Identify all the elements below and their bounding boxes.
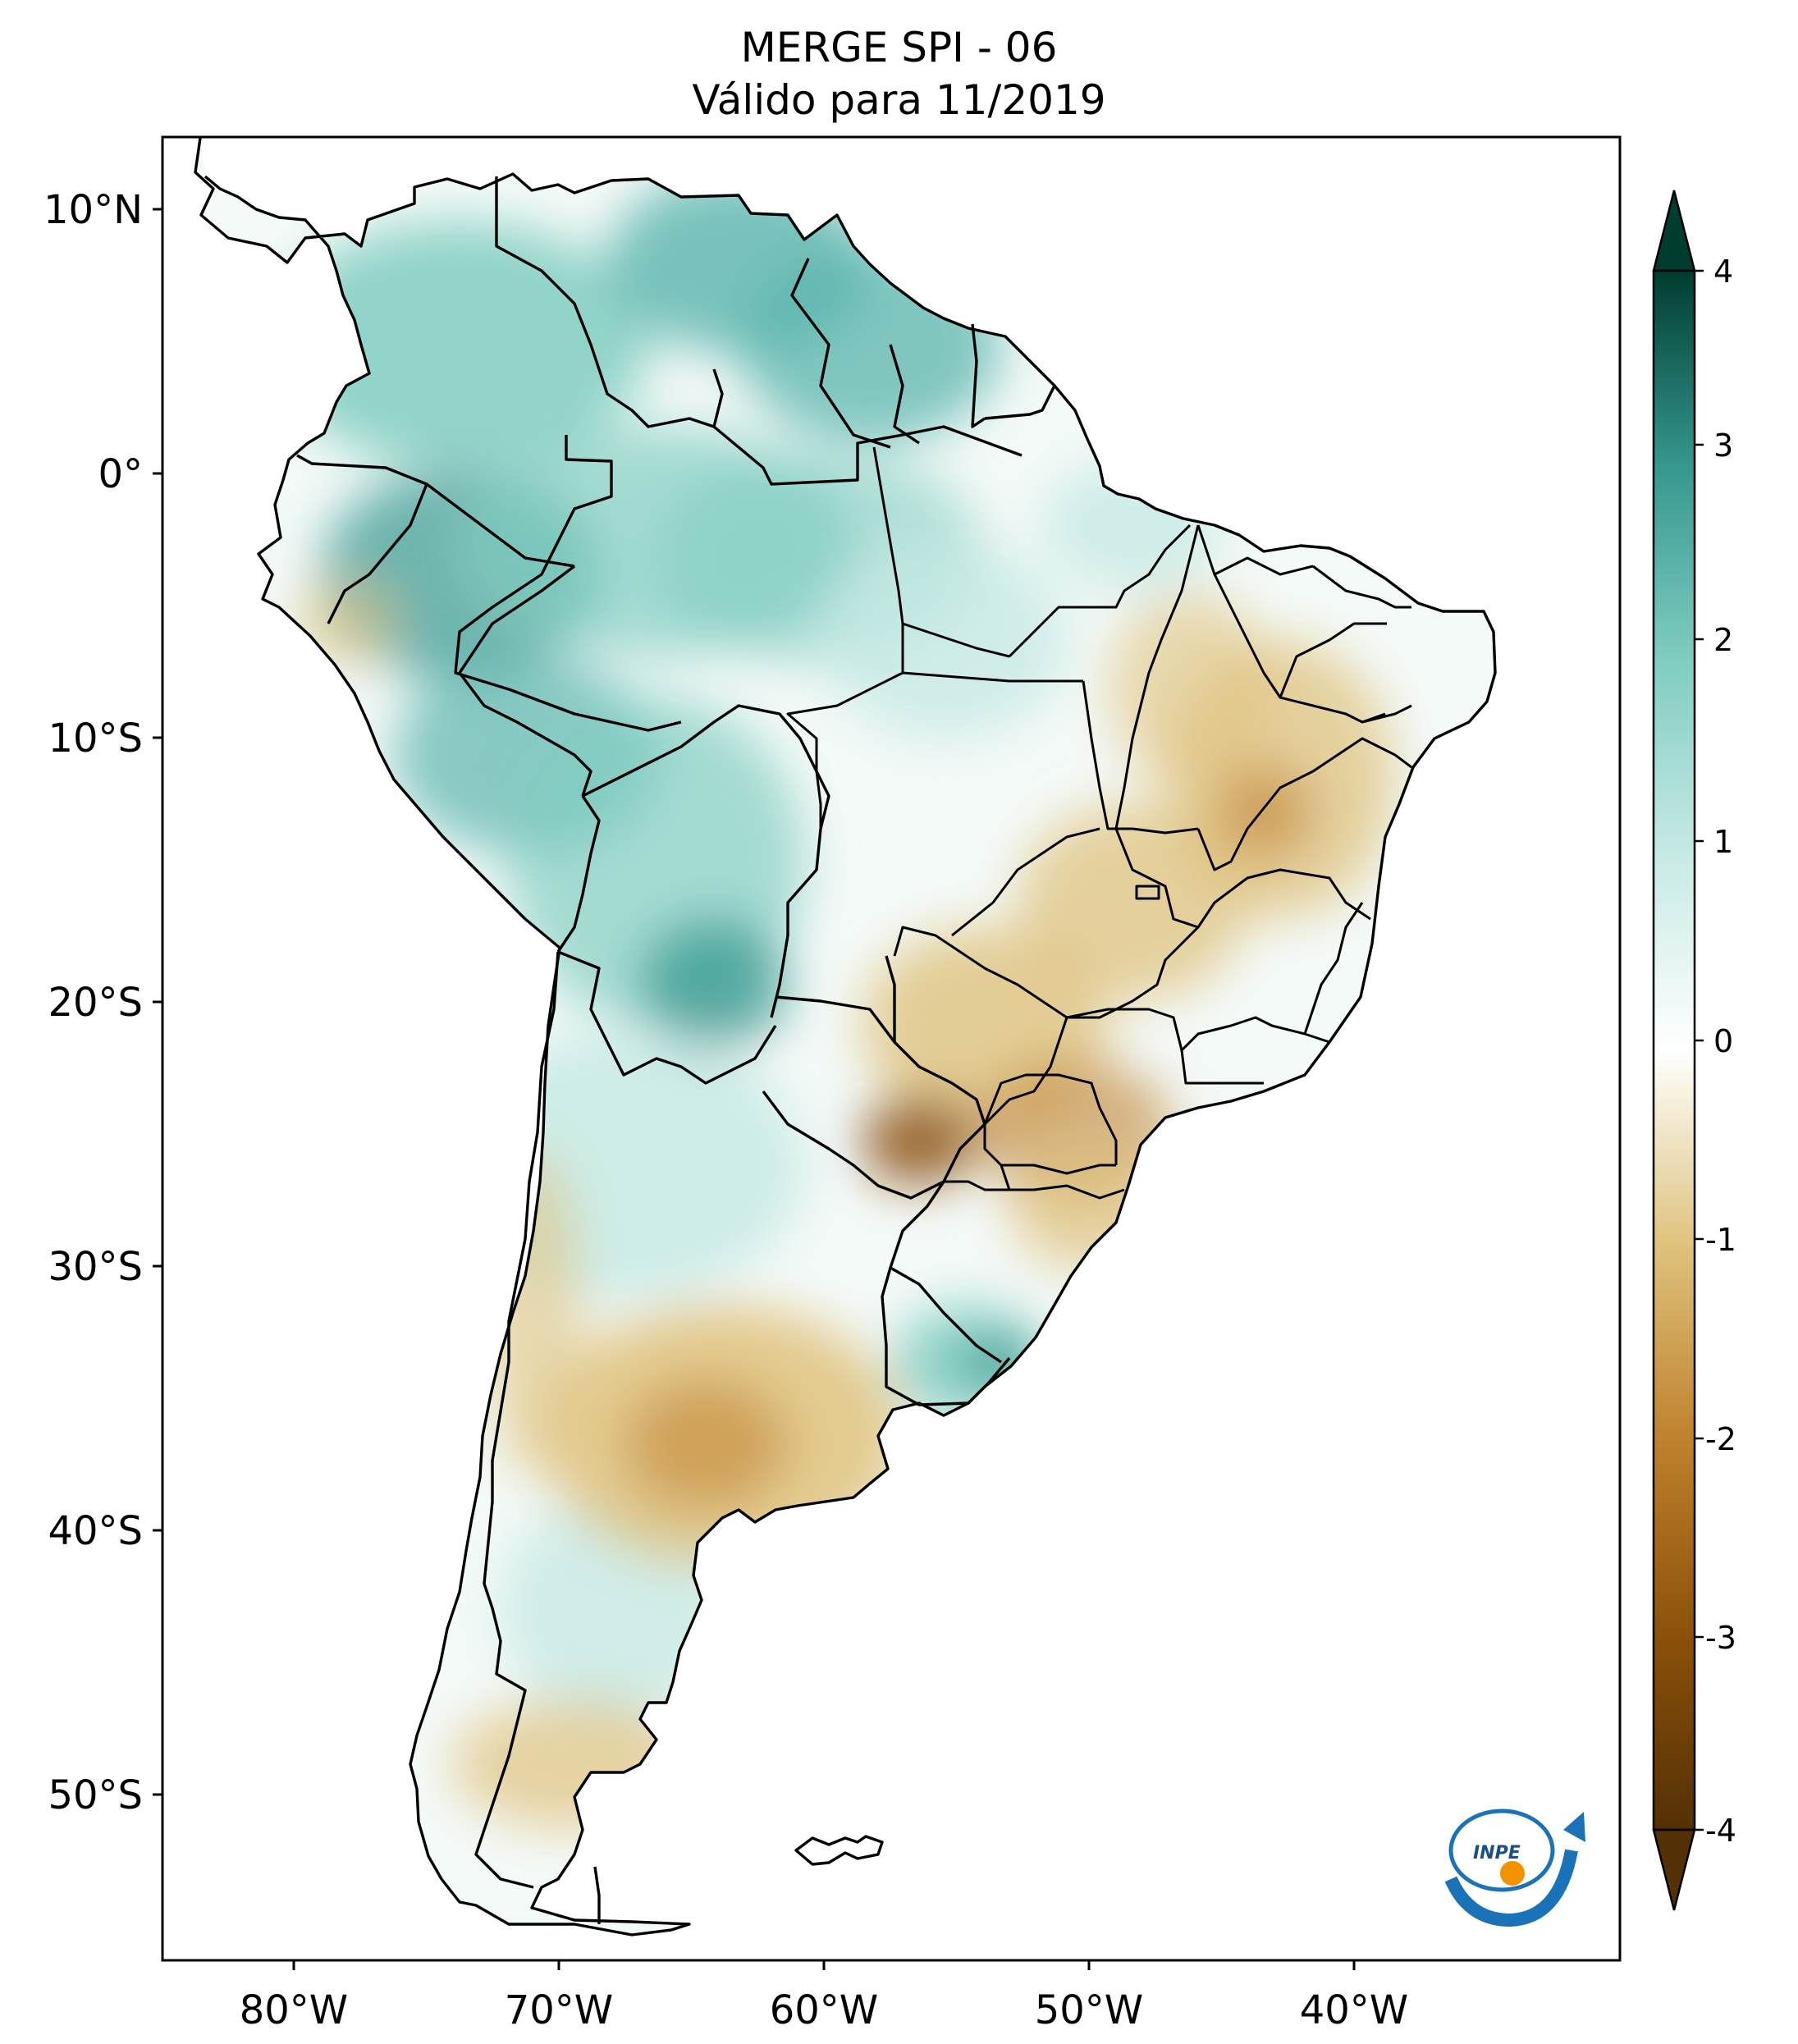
colorbar-min-extend — [1652, 1828, 1696, 1911]
colorbar-tick-label: 2 — [1713, 622, 1733, 658]
map-frame — [161, 135, 1622, 1962]
lat-tick-labels: 10°N 0° 10°S 20°S 30°S 40°S 50°S — [43, 187, 143, 1818]
colorbar-gradient — [1652, 269, 1696, 1831]
border-fguiana-brazil — [984, 385, 1056, 420]
map-subtitle: Válido para 11/2019 — [692, 76, 1106, 124]
colorbar-tick-label: -4 — [1705, 1813, 1736, 1849]
country-borders — [194, 137, 1497, 1937]
brazil-states — [786, 446, 1412, 1200]
colorbar-tick-label: -2 — [1705, 1421, 1736, 1457]
logo-text: INPE — [1473, 1843, 1521, 1863]
border-argentina-chile — [474, 951, 560, 1889]
border-uruguay — [881, 1267, 1011, 1406]
border-colombia-venezuela — [495, 176, 724, 428]
falkland-islands — [794, 1835, 884, 1866]
lon-tick-label: 80°W — [240, 1987, 349, 2033]
border-bolivia-brazil — [582, 704, 830, 1018]
lat-tick-label: 0° — [98, 451, 143, 497]
border-ecuador-peru — [296, 454, 428, 624]
colorbar-tick-label: 3 — [1713, 428, 1733, 464]
border-colombia-peru — [425, 482, 575, 568]
lon-tick-label: 70°W — [505, 1987, 614, 2033]
lon-tick-label: 60°W — [770, 1987, 879, 2033]
axis-ticks — [153, 208, 1356, 1970]
colorbar-max-extend — [1652, 190, 1696, 272]
border-suriname-fguiana — [971, 323, 986, 428]
colorbar: 4 3 2 1 0 -1 -2 -3 -4 — [1652, 190, 1736, 1911]
border-brazil-north — [712, 425, 1023, 486]
lat-tick-label: 50°S — [48, 1772, 143, 1818]
lat-tick-label: 40°S — [48, 1508, 143, 1554]
border-paraguay — [762, 995, 986, 1200]
border-paraguay-brazil — [885, 955, 896, 1042]
lat-tick-label: 10°S — [48, 716, 143, 761]
lon-tick-label: 50°W — [1035, 1987, 1144, 2033]
border-bolivia-south — [557, 950, 777, 1085]
border-tierra-del-fuego — [593, 1866, 601, 1924]
inpe-logo-icon: INPE — [1444, 1809, 1585, 1927]
colorbar-tick-label: -3 — [1705, 1620, 1736, 1656]
colorbar-tick-label: 4 — [1713, 254, 1733, 290]
lat-tick-label: 20°S — [48, 980, 143, 1026]
colorbar-tick-label: 1 — [1713, 824, 1733, 860]
map-title: MERGE SPI - 06 — [740, 24, 1058, 71]
lon-tick-labels: 80°W 70°W 60°W 50°W 40°W — [240, 1987, 1409, 2033]
colorbar-tick-label: 0 — [1713, 1023, 1733, 1059]
lon-tick-label: 40°W — [1300, 1987, 1409, 2033]
border-peru-brazil — [458, 565, 592, 797]
continent-coastline — [194, 137, 1497, 1937]
border-argentina-brazil — [889, 1181, 1002, 1364]
border-colombia-brazil — [454, 435, 682, 732]
border-peru-bolivia — [556, 795, 601, 953]
lat-tick-label: 30°S — [48, 1244, 143, 1290]
lat-tick-label: 10°N — [43, 187, 143, 233]
border-venezuela-guyana — [790, 258, 891, 449]
colorbar-tick-label: -1 — [1705, 1222, 1736, 1258]
